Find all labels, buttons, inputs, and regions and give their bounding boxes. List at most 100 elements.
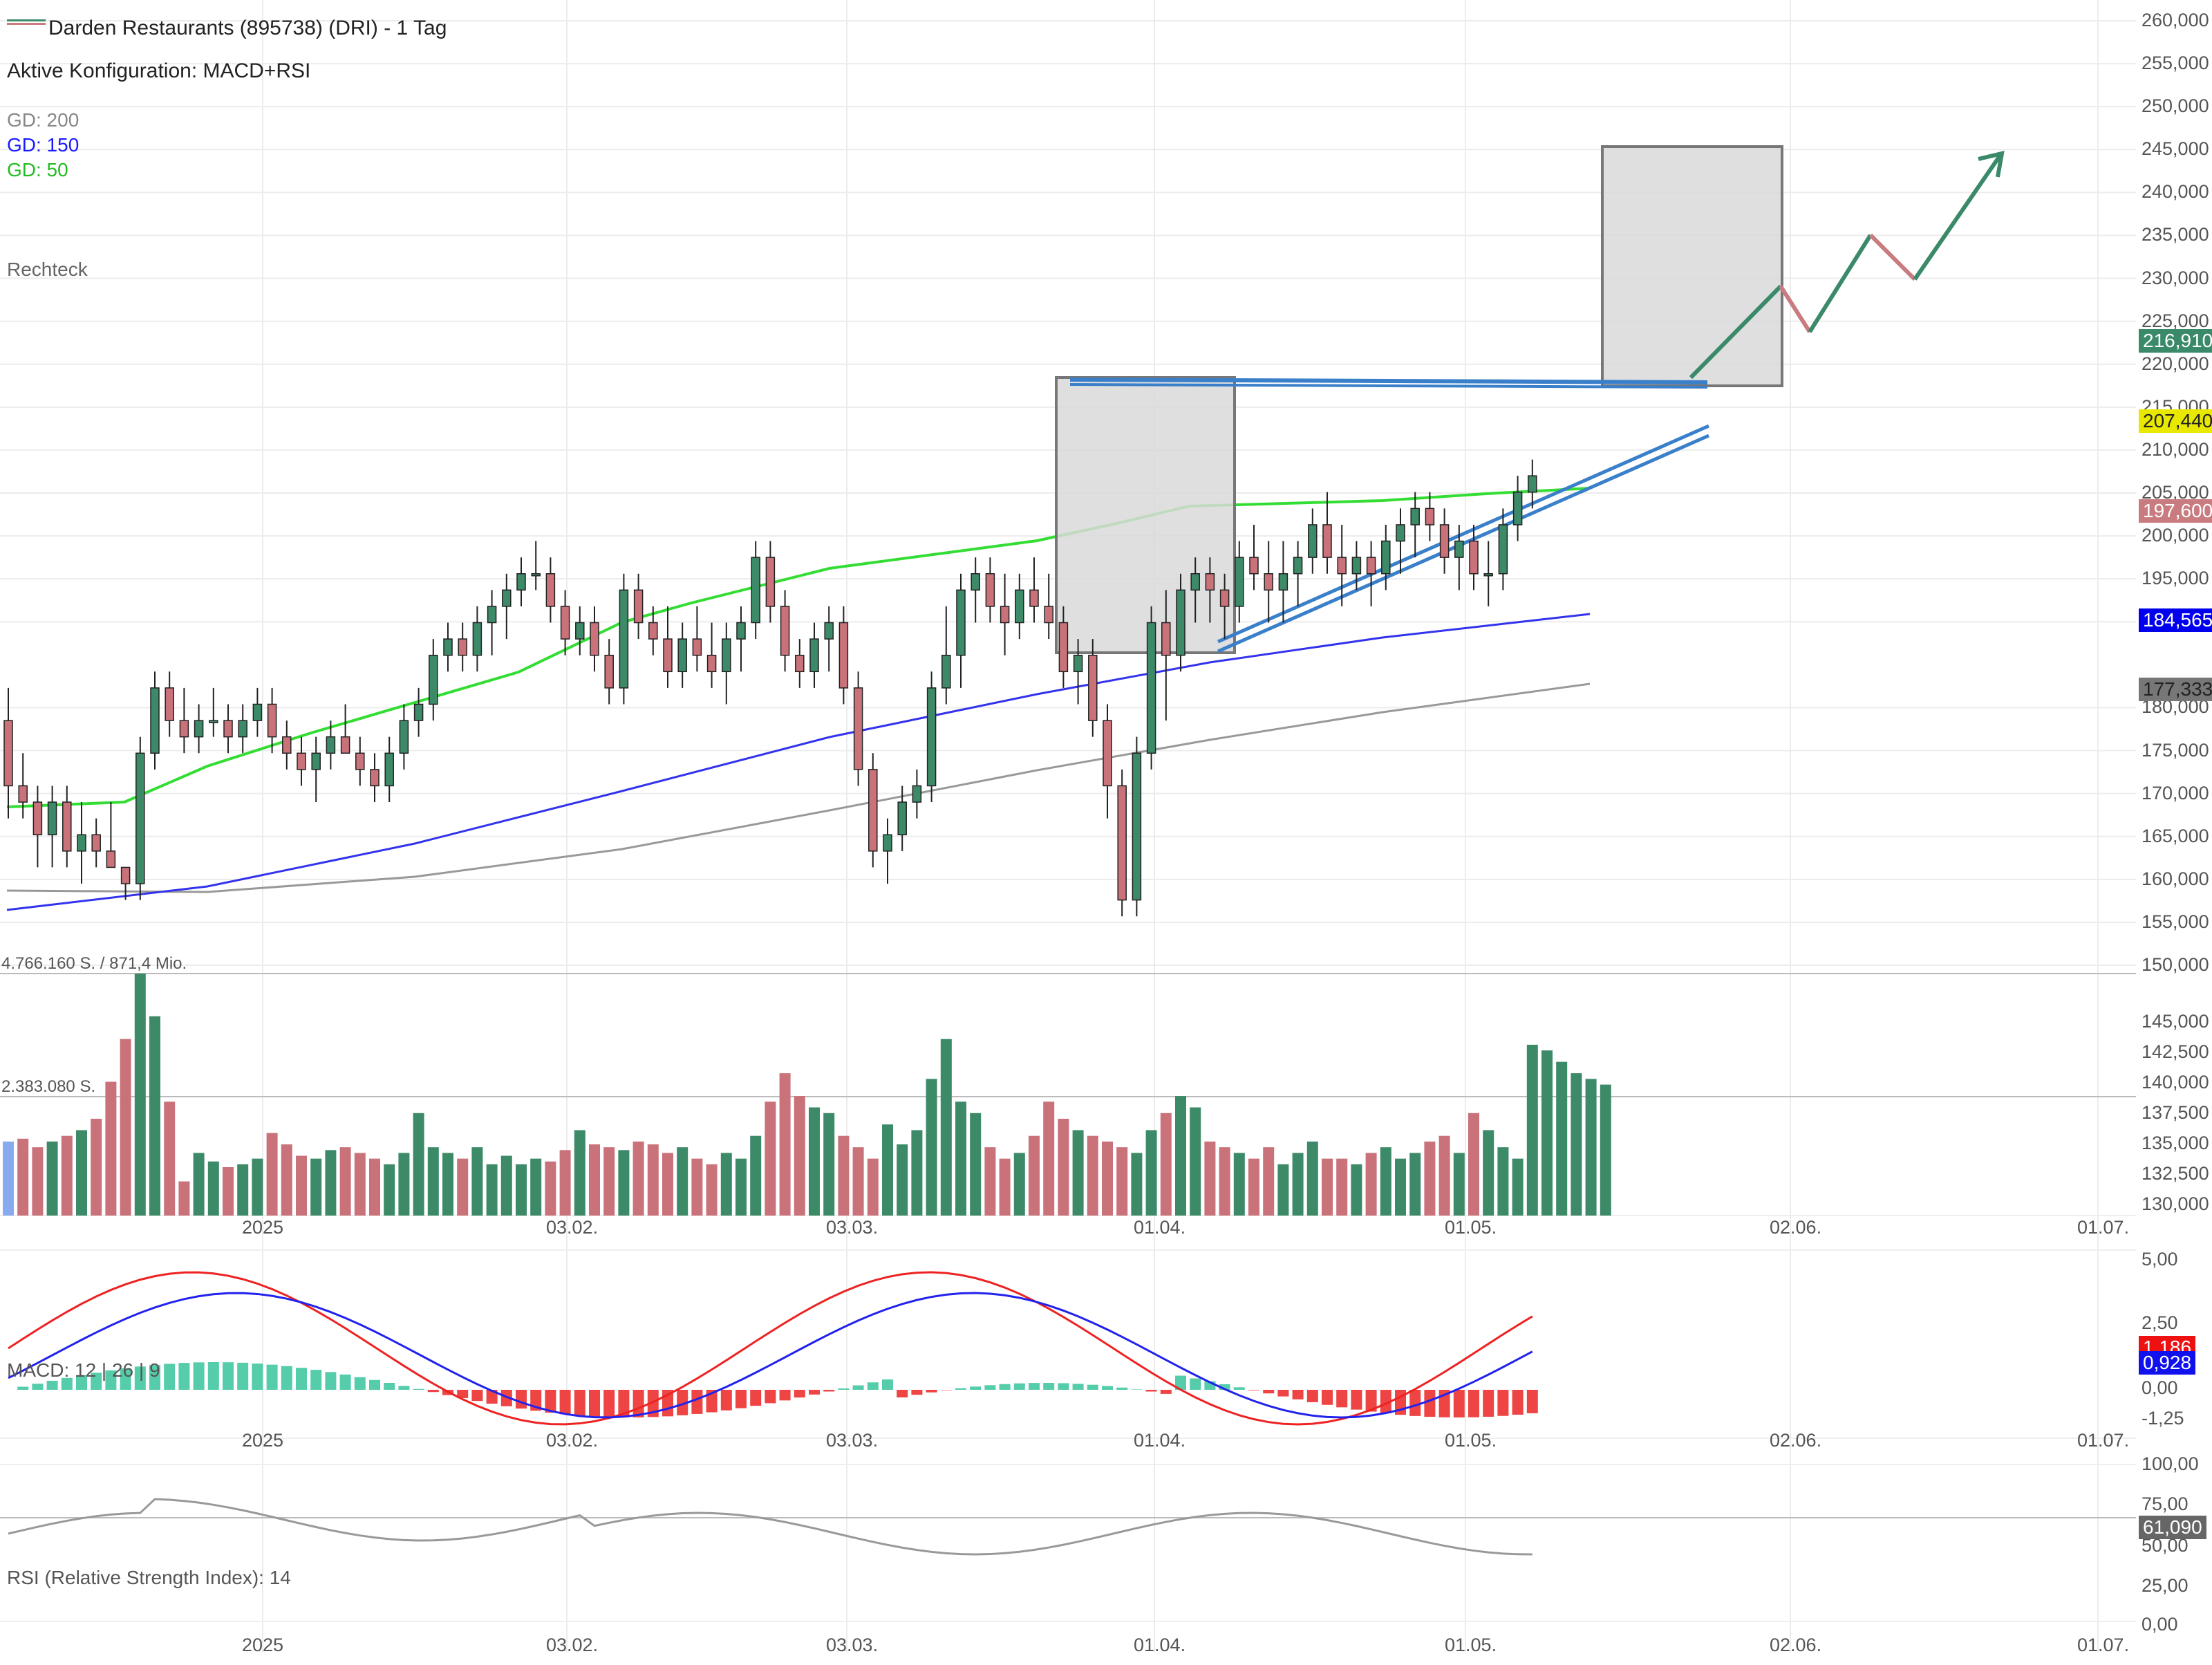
volume-bar	[677, 1147, 688, 1216]
volume-bar	[618, 1150, 630, 1216]
volume-bar	[662, 1153, 673, 1216]
macd-histogram-bar	[471, 1390, 483, 1402]
candle-body	[883, 834, 892, 852]
volume-tick: 130,000	[2141, 1193, 2209, 1214]
candle-body	[1439, 524, 1450, 558]
volume-bar	[1322, 1158, 1333, 1216]
macd-histogram-bar	[1365, 1390, 1377, 1412]
legend-gd200[interactable]: GD: 200	[7, 109, 79, 131]
volume-bar	[207, 1161, 219, 1216]
macd-panel	[8, 1271, 1538, 1426]
volume-bar	[1248, 1158, 1259, 1216]
date-tick: 02.06.	[1770, 1635, 1822, 1655]
candle-body	[926, 687, 937, 787]
candle-body	[1249, 557, 1259, 575]
price-tick: 220,000	[2141, 353, 2209, 374]
volume-bar	[1204, 1141, 1216, 1216]
candle-body	[971, 573, 980, 591]
candle-body	[165, 687, 174, 721]
volume-bar	[1277, 1164, 1289, 1216]
volume-tick: 142,500	[2141, 1041, 2209, 1062]
volume-bar	[32, 1147, 44, 1216]
price-tick: 200,000	[2141, 525, 2209, 546]
macd-histogram-bar	[516, 1390, 527, 1409]
candle-body	[1058, 622, 1069, 673]
volume-bar	[1600, 1084, 1611, 1216]
volume-bar	[1556, 1061, 1568, 1216]
rsi-line	[8, 1498, 1533, 1556]
candle-body	[150, 687, 160, 754]
volume-bar	[1292, 1153, 1304, 1216]
volume-bar	[91, 1119, 102, 1216]
volume-bar	[809, 1107, 820, 1216]
candle-body	[472, 622, 482, 656]
volume-bar	[750, 1135, 762, 1216]
volume-tick: 132,500	[2141, 1163, 2209, 1184]
candle-body	[1337, 557, 1347, 575]
candle-body	[32, 801, 43, 835]
macd-histogram-bar	[1424, 1390, 1436, 1417]
macd-histogram-bar	[984, 1385, 996, 1390]
candle-body	[780, 606, 790, 656]
legend-gd50[interactable]: GD: 50	[7, 159, 68, 180]
candle-body	[941, 654, 951, 689]
volume-bar	[735, 1158, 747, 1216]
volume-bar	[1438, 1135, 1450, 1216]
rectangle-drawing	[1055, 376, 1236, 654]
date-tick: 01.05.	[1445, 1430, 1497, 1451]
macd-histogram-bar	[252, 1364, 263, 1390]
candle-body	[1235, 557, 1244, 607]
candle-body	[1425, 508, 1435, 525]
macd-histogram-bar	[1072, 1384, 1084, 1390]
volume-bar	[369, 1158, 380, 1216]
candle-body	[1073, 654, 1083, 673]
volume-bar	[61, 1135, 73, 1216]
macd-histogram-bar	[1102, 1386, 1113, 1390]
volume-tick: 145,000	[2141, 1011, 2209, 1032]
macd-histogram-bar	[500, 1390, 512, 1406]
macd-histogram-bar	[691, 1390, 703, 1414]
date-tick: 01.04.	[1134, 1430, 1186, 1451]
volume-bar	[1526, 1044, 1538, 1216]
volume-bar	[955, 1101, 966, 1216]
candle-body	[1528, 475, 1537, 493]
macd-histogram-bar	[266, 1364, 278, 1390]
macd-histogram-bar	[1526, 1390, 1538, 1413]
legend-gd150[interactable]: GD: 150	[7, 134, 79, 156]
macd-tick: 5,00	[2141, 1249, 2178, 1269]
support-trendline	[1217, 424, 1710, 644]
date-tick: 02.06.	[1770, 1430, 1822, 1451]
macd-histogram-bar	[1029, 1383, 1040, 1390]
volume-bar	[457, 1158, 469, 1216]
candle-body	[633, 589, 644, 624]
date-tick: 2025	[242, 1430, 284, 1451]
candle-body	[209, 720, 218, 723]
volume-bar	[720, 1153, 732, 1216]
volume-bar	[427, 1147, 439, 1216]
price-tick: 225,000	[2141, 310, 2209, 331]
candle-body	[1000, 606, 1010, 624]
macd-histogram-bar	[237, 1362, 249, 1390]
macd-histogram-bar	[369, 1379, 380, 1390]
candle-body	[502, 589, 512, 607]
drawing-label: Rechteck	[7, 259, 88, 280]
rsi-tick: 0,00	[2141, 1614, 2178, 1635]
volume-bar	[486, 1164, 498, 1216]
volume-bar	[1102, 1141, 1113, 1216]
macd-histogram-bar	[838, 1388, 850, 1390]
candle-body	[1396, 524, 1405, 542]
volume-bar	[559, 1150, 571, 1216]
macd-histogram-bar	[398, 1386, 410, 1390]
volume-bar	[574, 1130, 585, 1216]
volume-bar	[1145, 1130, 1157, 1216]
forecast-path	[1689, 284, 1783, 380]
volume-bar	[120, 1039, 131, 1216]
candle-body	[1103, 720, 1112, 787]
candle-body	[545, 573, 556, 607]
price-badge: 216,910	[2139, 329, 2212, 353]
date-tick: 03.03.	[826, 1635, 879, 1655]
resistance-line	[1069, 383, 1708, 389]
volume-bar	[310, 1158, 322, 1216]
volume-bar	[1175, 1096, 1186, 1216]
